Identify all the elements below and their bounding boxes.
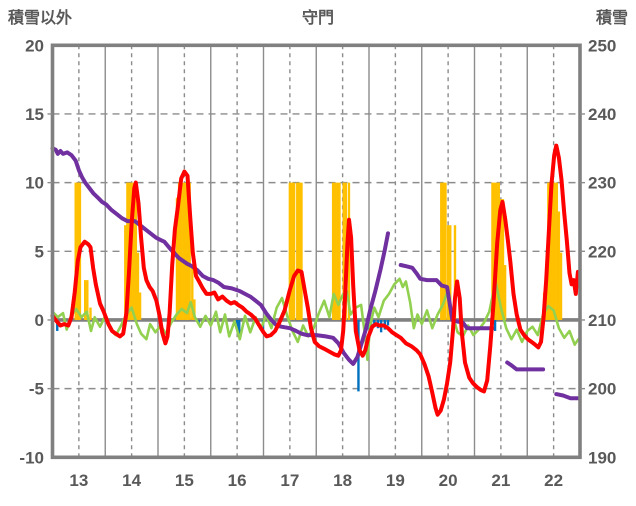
x-tick-label: 14 (122, 471, 141, 490)
orange-bars-bar (180, 182, 183, 320)
right-axis-title: 積雪 (595, 10, 628, 27)
blue-bars-bar (493, 319, 497, 331)
orange-bars-bar (74, 182, 77, 320)
y-right-tick-label: 200 (588, 380, 616, 399)
orange-bars-bar (501, 199, 505, 320)
x-tick-label: 19 (386, 471, 405, 490)
red-line (50, 143, 580, 417)
orange-bars-bar (126, 182, 129, 320)
y-left-tick-label: 10 (25, 174, 44, 193)
orange-bars-bar (446, 225, 450, 320)
purple-step-line (50, 146, 580, 401)
y-left-tick-label: 5 (35, 242, 44, 261)
x-tick-label: 16 (228, 471, 247, 490)
y-right-tick-label: 210 (588, 311, 616, 330)
orange-bars-bar (499, 199, 503, 320)
x-tick-label: 21 (491, 471, 510, 490)
x-tick-label: 15 (175, 471, 194, 490)
orange-bars-bar (86, 280, 89, 320)
orange-bars-bar (491, 182, 494, 320)
orange-bars-bar (193, 299, 196, 320)
y-left-tick-label: 0 (35, 311, 44, 330)
orange-bars-bar (136, 252, 140, 320)
y-right-tick-label: 240 (588, 105, 616, 124)
y-right-tick-label: 190 (588, 448, 616, 467)
orange-bars-bar (298, 182, 301, 320)
orange-bars-bar (559, 252, 563, 320)
y-left-tick-label: -10 (19, 448, 44, 467)
x-tick-label: 22 (544, 471, 563, 490)
orange-bars-bar (549, 182, 552, 320)
orange-bars-bar (503, 265, 507, 320)
orange-bars-bar (551, 182, 554, 320)
orange-bars-bar (84, 280, 87, 320)
green-line (51, 277, 580, 362)
orange-bars-bar (444, 182, 447, 320)
y-left-tick-label: 20 (25, 36, 44, 55)
orange-bars-bar (186, 182, 189, 320)
orange-bars-bar (449, 225, 452, 320)
y-left-tick-label: 15 (25, 105, 44, 124)
chart-title: 守門 (301, 10, 334, 27)
x-tick-label: 20 (439, 471, 458, 490)
blue-bars-bar (238, 319, 241, 337)
blue-bars-bar (235, 319, 239, 330)
orange-bars-bar (553, 182, 556, 320)
orange-bars-bar (292, 182, 296, 320)
orange-bars-bar (138, 292, 142, 320)
blue-bars-bar (56, 319, 59, 331)
orange-bars-bar (342, 182, 345, 320)
orange-bars-bar (184, 182, 187, 320)
orange-bars-bar (177, 182, 181, 320)
orange-bars-bar (191, 266, 194, 320)
y-left-tick-label: -5 (29, 380, 44, 399)
y-right-tick-label: 250 (588, 36, 616, 55)
orange-bars-bar (453, 225, 457, 320)
orange-bars-bar (338, 182, 341, 320)
x-tick-label: 13 (69, 471, 88, 490)
y-right-tick-label: 230 (588, 174, 616, 193)
y-right-tick-label: 220 (588, 242, 616, 261)
x-tick-label: 17 (280, 471, 299, 490)
orange-bars-bar (132, 182, 135, 320)
orange-bars-bar (296, 182, 299, 320)
orange-bars-bar (440, 182, 443, 320)
orange-bars-bar (182, 182, 185, 320)
orange-bars-bar (288, 182, 292, 320)
orange-bars-bar (290, 182, 294, 320)
orange-bars-bar (497, 182, 500, 320)
orange-bars-bar (557, 211, 561, 320)
orange-bars-bar (442, 182, 445, 320)
orange-bars-bar (331, 182, 335, 320)
x-tick-label: 18 (333, 471, 352, 490)
orange-bars-bar (300, 182, 303, 320)
orange-bars-bar (124, 225, 127, 320)
orange-bars-bar (493, 182, 496, 320)
orange-bars-bar (336, 182, 339, 320)
orange-bars-bar (334, 182, 337, 320)
left-axis-title: 積雪以外 (8, 10, 73, 27)
orange-bars-bar (134, 182, 138, 320)
orange-bars-bar (555, 182, 558, 320)
orange-bars-bar (89, 307, 92, 320)
orange-bars-bar (188, 182, 191, 320)
blue-bars-bar (386, 319, 390, 326)
